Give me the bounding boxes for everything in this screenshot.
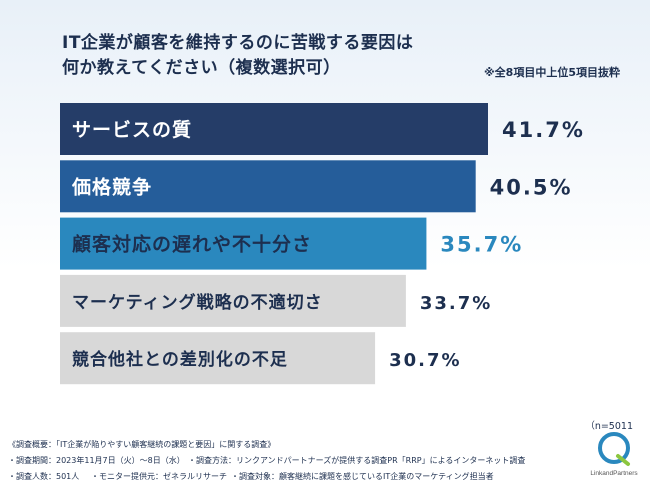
survey-respondents: ・調査人数：501人 [8,472,80,481]
survey-period: ・調査期間：2023年11月7日（火）〜8日（水） [8,456,185,465]
bar-5 [60,332,376,385]
chart-title: IT企業が顧客を維持するのに苦戦する要因は 何か教えてください（複数選択可） [62,31,413,81]
bar-value-2: 40.5% [490,175,573,199]
bar-chart: サービスの質 41.7% 価格競争 40.5% 顧客対応の遅れや不十分さ 35.7% マーケ… [60,103,585,385]
bar-label-2: 価格競争 [71,175,152,198]
sample-size-label: （n=5011 [585,421,633,432]
logo-tail-icon [616,454,630,466]
survey-overview: 《調査概要：「IT企業が陥りやすい顧客継続の課題と要因」に関する調査》 [8,440,276,449]
chart-title-line1: IT企業が顧客を維持するのに苦戦する要因は [62,33,414,53]
bar-value-4: 33.7% [420,293,492,314]
excerpt-note: ※全8項目中上位5項目抜粋 [483,66,620,79]
bar-label-4: マーケティング戦略の不適切さ [72,292,323,313]
bar-value-1: 41.7% [502,118,585,142]
bar-value-5: 30.7% [389,350,461,371]
logo-ring-icon [598,432,630,464]
bar-2 [60,160,476,213]
bar-4 [60,274,406,327]
chart-title-line2: 何か教えてください（複数選択可） [62,58,341,78]
survey-method: ・調査方法：リンクアンドパートナーズが提供する調査PR「RRP」によるインターネ… [188,456,526,465]
logo-text: LinkandPartners [590,470,638,477]
company-logo: LinkandPartners [590,432,638,477]
bar-label-1: サービスの質 [72,118,192,141]
bar-1 [60,103,488,155]
bar-label-5: 競合他社との差別化の不足 [72,349,288,370]
bar-3 [60,217,427,270]
bar-value-3: 35.7% [440,233,523,257]
survey-monitor: ・モニター提供元：ゼネラルリサーチ [91,472,227,481]
survey-footer: 《調査概要：「IT企業が陥りやすい顧客継続の課題と要因」に関する調査》 ・調査期… [8,437,525,485]
bar-label-3: 顧客対応の遅れや不十分さ [72,233,312,256]
survey-target: ・調査対象：顧客継続に課題を感じているIT企業のマーケティング担当者 [231,472,494,481]
